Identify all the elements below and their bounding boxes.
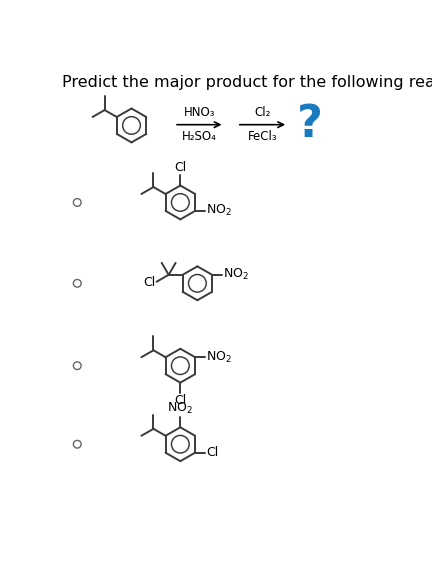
- Text: H₂SO₄: H₂SO₄: [182, 130, 217, 143]
- Text: Predict the major product for the following reaction sequence.: Predict the major product for the follow…: [62, 76, 432, 91]
- Text: Cl: Cl: [206, 446, 218, 459]
- Text: HNO₃: HNO₃: [184, 106, 215, 119]
- Text: FeCl₃: FeCl₃: [248, 130, 277, 143]
- Text: NO$_2$: NO$_2$: [206, 203, 232, 219]
- Text: Cl₂: Cl₂: [254, 106, 271, 119]
- Text: Cl: Cl: [143, 276, 155, 289]
- Text: NO$_2$: NO$_2$: [167, 400, 193, 416]
- Text: Cl: Cl: [174, 394, 187, 407]
- Text: Cl: Cl: [174, 161, 187, 174]
- Text: NO$_2$: NO$_2$: [223, 267, 249, 282]
- Text: NO$_2$: NO$_2$: [206, 350, 232, 365]
- Text: ?: ?: [297, 103, 323, 146]
